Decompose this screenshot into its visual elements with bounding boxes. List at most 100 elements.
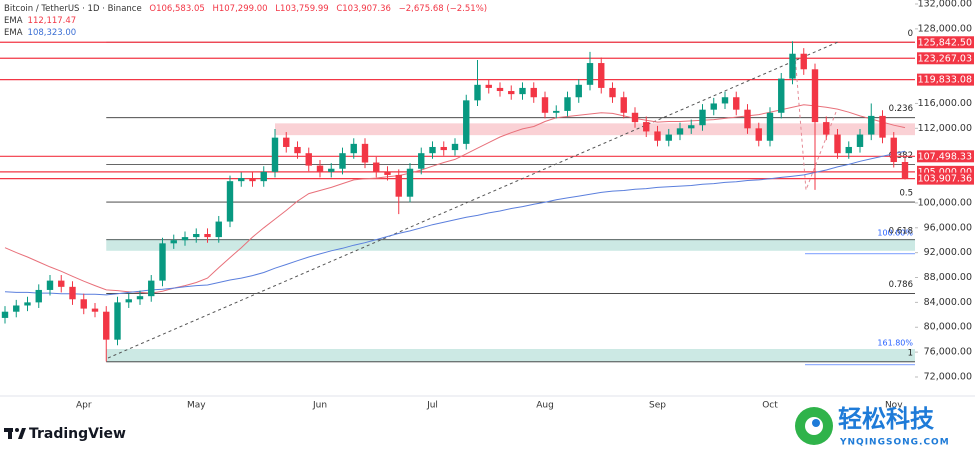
candle-body — [395, 174, 402, 197]
candle-body — [699, 109, 706, 126]
price-label: 123,267.03 — [918, 53, 972, 64]
candle-body — [226, 181, 234, 222]
candle-body — [496, 87, 504, 92]
tv-logo: TradingView — [4, 426, 126, 442]
logo-shape — [15, 428, 19, 432]
candle-body — [204, 234, 211, 238]
candle-body — [384, 171, 391, 175]
price-label-box — [917, 36, 974, 49]
x-tick-label: May — [187, 401, 206, 411]
y-tick-label: 96,000.00 — [924, 222, 972, 233]
candle-body — [755, 128, 762, 141]
candle-body — [721, 97, 729, 104]
candle-body — [778, 78, 785, 113]
fib-label: 0.5 — [899, 189, 913, 199]
zones: 100.00% 161.80% — [106, 123, 915, 366]
candle-body — [789, 53, 796, 79]
y-tick-label: 128,000.00 — [918, 23, 972, 34]
legend-value: 112,117.47 — [27, 16, 77, 26]
y-tick-label: 84,000.00 — [924, 297, 972, 308]
candle-body — [69, 286, 76, 300]
candle-body — [181, 237, 189, 241]
candle-body — [136, 296, 144, 300]
candle-body — [485, 84, 492, 88]
fib-label: 1 — [908, 348, 913, 358]
zone-label: 161.80% — [877, 339, 913, 348]
candle-body — [834, 134, 841, 154]
fib-label: 0 — [908, 29, 913, 39]
candle-body — [283, 137, 290, 147]
candle-body — [463, 100, 470, 144]
price-label: 105,000.00 — [918, 167, 972, 178]
fib-label: 0.786 — [889, 280, 913, 290]
ohlc-close: C103,907.36 — [336, 4, 391, 14]
candle-body — [125, 299, 132, 303]
x-tick-label: Nov — [885, 401, 903, 411]
candle-body — [654, 131, 661, 141]
y-tick-label: 80,000.00 — [924, 322, 972, 333]
candle-body — [676, 128, 684, 135]
legend-row: EMA 112,117.47 — [4, 15, 492, 27]
candle-body — [553, 110, 560, 113]
legend-name: EMA — [4, 28, 23, 38]
watermark-text: 轻松科技 — [838, 405, 935, 433]
watermark-url: YNQINGSONG.COM — [839, 438, 950, 448]
price-axis-bg — [915, 0, 975, 396]
watermark-icon — [812, 419, 820, 427]
y-tick-label: 88,000.00 — [924, 272, 972, 283]
ohlc-high: H107,299.00 — [212, 4, 268, 14]
candle-body — [13, 305, 20, 312]
candle-body — [901, 161, 909, 179]
price-label-box — [917, 150, 974, 163]
candle-body — [193, 234, 200, 238]
logo-text: TradingView — [29, 426, 126, 442]
candle-body — [159, 243, 166, 281]
candle-body — [429, 146, 436, 154]
price-label-box — [917, 52, 974, 65]
candle-body — [418, 153, 425, 169]
candle-body — [598, 63, 605, 88]
ohlc-low: L103,759.99 — [275, 4, 329, 14]
watermark: 轻松科技 YNQINGSONG.COM — [795, 405, 950, 448]
candle-body — [643, 122, 650, 132]
candle-body — [586, 63, 594, 85]
zone-label: 100.00% — [877, 228, 913, 237]
candle-body — [845, 146, 852, 154]
x-tick-label: Jul — [426, 401, 438, 411]
price-label: 125,842.50 — [918, 37, 972, 48]
ohlc-open: O106,583.05 — [149, 4, 205, 14]
logo-shape — [18, 428, 26, 439]
price-label: 107,498.33 — [918, 151, 972, 162]
y-tick-label: 72,000.00 — [924, 371, 972, 382]
candle-body — [114, 302, 121, 340]
candle-body — [350, 143, 357, 154]
candles — [1, 41, 909, 362]
y-tick-label: 132,000.00 — [918, 0, 972, 10]
candle-body — [58, 280, 65, 287]
x-tick-label: Oct — [762, 401, 778, 411]
price-label: 119,833.08 — [918, 75, 972, 86]
candle-body — [103, 311, 110, 340]
candle-body — [406, 168, 414, 197]
candle-body — [440, 146, 447, 151]
candle-body — [665, 134, 672, 141]
y-tick-label: 112,000.00 — [918, 123, 972, 134]
candle-body — [823, 122, 830, 135]
candle-body — [530, 87, 537, 98]
candle-body — [811, 69, 819, 123]
fib-label: 0.236 — [889, 104, 913, 114]
candle-body — [316, 165, 324, 172]
candle-body — [35, 289, 42, 303]
candle-body — [305, 153, 312, 166]
candle-body — [46, 280, 54, 290]
candle-body — [271, 137, 279, 172]
x-tick-label: Jun — [312, 401, 327, 411]
candle-body — [91, 308, 99, 312]
candle-body — [519, 87, 526, 95]
y-tick-label: 92,000.00 — [924, 247, 972, 258]
y-tick-label: 100,000.00 — [918, 197, 972, 208]
legend-name: EMA — [4, 16, 23, 26]
price-label-box — [917, 172, 974, 185]
